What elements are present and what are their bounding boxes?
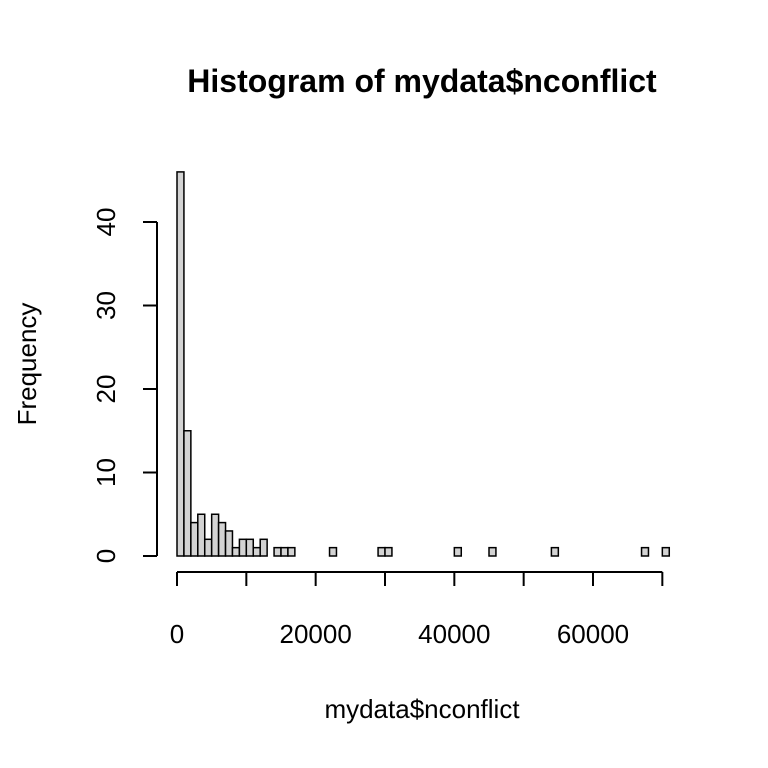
histogram-bar — [183, 430, 192, 557]
histogram-bar — [238, 538, 248, 557]
x-axis: 0 20000 40000 60000 — [170, 571, 664, 649]
y-axis: 0 10 20 30 40 — [91, 208, 158, 563]
x-tick-label: 0 — [170, 619, 184, 649]
histogram-bar — [377, 546, 386, 557]
histogram-bar — [550, 546, 560, 557]
histogram-bar — [231, 546, 241, 557]
histogram-bar — [190, 521, 199, 557]
histogram-bar — [273, 546, 282, 557]
chart-title: Histogram of mydata$nconflict — [187, 63, 657, 99]
histogram-bar — [245, 538, 255, 557]
y-tick-label: 10 — [91, 458, 121, 487]
y-tick-label: 20 — [91, 375, 121, 404]
histogram-bar — [197, 513, 206, 557]
histogram-bar — [176, 171, 185, 557]
histogram-bar — [384, 546, 393, 557]
x-tick-label: 60000 — [557, 619, 629, 649]
histogram-bar — [488, 546, 497, 557]
histogram-bar — [328, 546, 338, 557]
histogram-bar — [453, 546, 463, 557]
histogram-bar — [640, 546, 650, 557]
x-tick-label: 20000 — [280, 619, 352, 649]
x-axis-label: mydata$nconflict — [324, 694, 520, 724]
histogram-bar — [259, 538, 268, 557]
histogram-bar — [252, 546, 261, 557]
y-tick-label: 40 — [91, 208, 121, 237]
y-tick-label: 30 — [91, 291, 121, 320]
y-tick-label: 0 — [91, 549, 121, 563]
histogram-bar — [661, 546, 671, 557]
histogram-bar — [224, 530, 234, 557]
y-axis-label: Frequency — [12, 303, 42, 426]
histogram-bar — [210, 513, 220, 557]
histogram-bar — [280, 546, 289, 557]
x-tick-label: 40000 — [418, 619, 490, 649]
bars-group — [176, 171, 671, 557]
histogram-bar — [217, 521, 227, 557]
histogram-bar — [287, 546, 296, 557]
histogram-bar — [203, 538, 213, 557]
